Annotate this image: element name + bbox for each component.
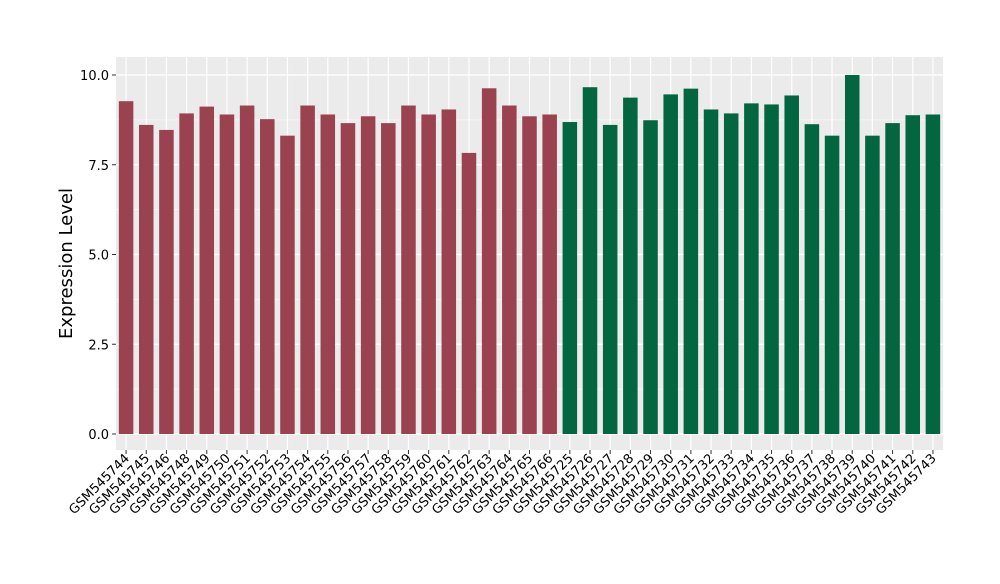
- bar-GSM545738: [824, 135, 840, 434]
- bar-GSM545733: [723, 113, 739, 435]
- bar-GSM545749: [199, 106, 215, 434]
- bar-GSM545763: [481, 88, 497, 435]
- bar-GSM545756: [340, 123, 356, 434]
- bar-GSM545735: [764, 104, 779, 435]
- bar-GSM545744: [118, 101, 134, 434]
- bar-GSM545755: [320, 114, 336, 435]
- bar-GSM545753: [280, 135, 295, 434]
- bar-GSM545727: [602, 124, 618, 434]
- x-axis: GSM545744GSM545745GSM545746GSM545748GSM5…: [66, 450, 940, 518]
- bar-GSM545750: [219, 114, 235, 435]
- bar-GSM545732: [703, 109, 719, 435]
- bar-GSM545742: [905, 115, 921, 434]
- bar-GSM545748: [179, 113, 194, 435]
- bar-GSM545730: [663, 94, 678, 435]
- bar-GSM545729: [643, 120, 658, 434]
- y-axis: 0.0 2.5 5.0 7.5 10.0: [80, 69, 116, 443]
- y-tick-label: 10.0: [80, 69, 109, 84]
- bar-GSM545736: [784, 95, 799, 434]
- bar-GSM545754: [300, 105, 315, 434]
- bar-GSM545764: [502, 105, 517, 434]
- y-tick-label: 7.5: [88, 159, 109, 174]
- y-tick-label: 2.5: [88, 338, 109, 353]
- bar-GSM545739: [844, 75, 860, 434]
- bar-GSM545745: [138, 124, 154, 434]
- bar-GSM545758: [381, 123, 396, 434]
- bar-GSM545743: [925, 114, 941, 435]
- y-tick-label: 0.0: [88, 428, 109, 443]
- bar-GSM545760: [421, 114, 436, 435]
- bar-GSM545726: [582, 87, 598, 435]
- bar-GSM545761: [441, 109, 457, 435]
- y-tick-label: 5.0: [88, 249, 109, 264]
- bar-GSM545766: [542, 114, 557, 435]
- bar-GSM545728: [623, 97, 638, 434]
- bar-GSM545737: [804, 124, 820, 435]
- bar-GSM545725: [562, 122, 578, 435]
- bar-GSM545740: [865, 135, 880, 434]
- bar-GSM545765: [522, 116, 537, 434]
- bar-GSM545762: [461, 152, 477, 434]
- bar-GSM545741: [885, 123, 900, 434]
- bar-GSM545751: [239, 105, 255, 434]
- y-axis-label: Expression Level: [56, 188, 77, 339]
- bar-GSM545757: [360, 116, 376, 434]
- bar-GSM545746: [159, 129, 174, 434]
- bar-GSM545759: [401, 105, 416, 434]
- bar-GSM545731: [683, 88, 699, 434]
- bars-layer: [118, 75, 941, 435]
- bar-GSM545752: [260, 119, 275, 435]
- bar-GSM545734: [744, 103, 759, 435]
